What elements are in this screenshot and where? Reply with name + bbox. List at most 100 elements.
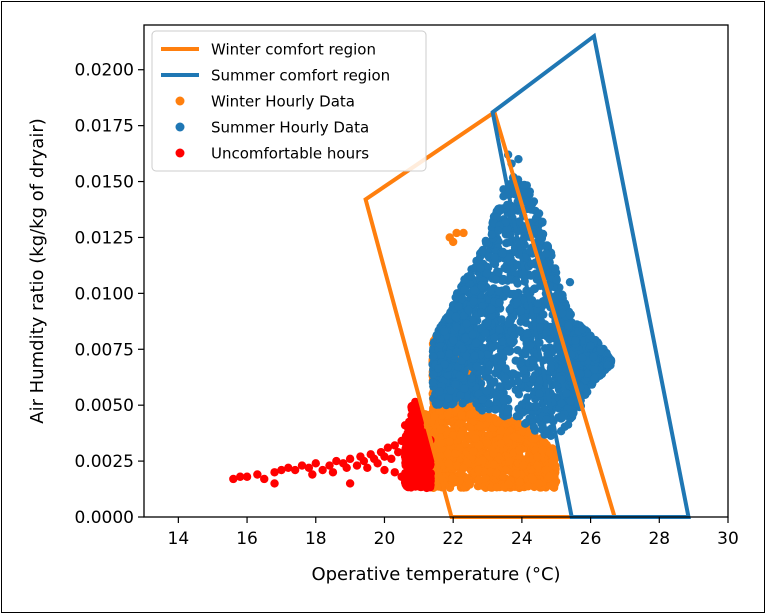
summer-point: [545, 335, 554, 344]
summer-point: [490, 333, 499, 343]
uncomfortable-point: [426, 469, 435, 478]
summer-point: [539, 310, 548, 319]
uncomfortable-point: [352, 461, 362, 470]
winter-point: [483, 439, 492, 448]
uncomfortable-point: [421, 483, 431, 492]
winter-point: [531, 446, 540, 455]
winter-point: [475, 421, 485, 431]
uncomfortable-point: [277, 465, 286, 475]
summer-point: [492, 391, 501, 400]
summer-point: [533, 299, 542, 308]
summer-point: [497, 337, 507, 346]
winter-point: [514, 419, 523, 428]
summer-point: [497, 315, 506, 324]
summer-point: [433, 399, 443, 408]
legend-label: Winter comfort region: [211, 41, 376, 59]
uncomfortable-points: [229, 397, 435, 493]
summer-point: [488, 343, 497, 352]
summer-point: [535, 281, 545, 290]
uncomfortable-point: [290, 465, 300, 475]
winter-point: [453, 461, 462, 470]
winter-point: [456, 431, 465, 441]
uncomfortable-point: [406, 480, 415, 489]
legend-label: Uncomfortable hours: [211, 145, 369, 163]
winter-point: [512, 469, 521, 478]
winter-point: [471, 434, 480, 443]
winter-point: [531, 434, 540, 443]
summer-point: [443, 370, 452, 380]
winter-point: [459, 228, 468, 238]
summer-point: [586, 331, 595, 341]
summer-point: [518, 314, 527, 323]
summer-point: [451, 312, 461, 322]
winter-point: [539, 439, 548, 448]
winter-point: [492, 483, 501, 492]
winter-point: [474, 441, 484, 450]
summer-point: [487, 230, 496, 239]
winter-point: [518, 461, 528, 470]
winter-point: [489, 449, 498, 458]
uncomfortable-point: [284, 463, 293, 472]
summer-point: [520, 180, 529, 190]
summer-point: [481, 329, 490, 338]
summer-point: [538, 217, 547, 226]
winter-point: [450, 449, 460, 458]
winter-point: [445, 437, 454, 446]
summer-point: [484, 399, 493, 408]
summer-point: [503, 407, 512, 416]
summer-point: [510, 290, 519, 299]
winter-point: [430, 411, 439, 421]
summer-point: [512, 298, 522, 307]
summer-point: [483, 317, 492, 327]
summer-point: [491, 275, 500, 284]
summer-point: [557, 375, 566, 384]
uncomfortable-point: [345, 454, 355, 464]
winter-point: [515, 478, 524, 487]
winter-point: [534, 479, 544, 488]
uncomfortable-point: [345, 479, 355, 488]
winter-point: [459, 464, 468, 473]
summer-point: [545, 258, 554, 267]
uncomfortable-point: [387, 454, 396, 464]
summer-point: [540, 405, 549, 414]
summer-point: [452, 322, 461, 332]
summer-point: [499, 396, 509, 406]
summer-point: [456, 391, 465, 400]
summer-point: [543, 349, 552, 358]
uncomfortable-point: [242, 472, 252, 481]
summer-point: [501, 374, 510, 383]
summer-point: [451, 380, 460, 389]
summer-point: [576, 369, 585, 379]
uncomfortable-point: [413, 474, 423, 484]
summer-point: [515, 326, 524, 335]
legend-item-uncomfortable-hours: Uncomfortable hours: [175, 145, 369, 163]
winter-point: [504, 457, 514, 466]
summer-point: [534, 209, 544, 218]
summer-point: [454, 302, 463, 311]
summer-point: [519, 188, 528, 197]
x-tick-label: 24: [511, 529, 533, 549]
winter-point: [478, 456, 487, 465]
summer-point: [583, 369, 592, 378]
plot-area: [143, 24, 729, 518]
summer-point: [521, 374, 530, 383]
summer-point: [525, 188, 534, 198]
legend-item-winter-comfort-region: Winter comfort region: [161, 41, 376, 59]
legend-item-summer-hourly-data: Summer Hourly Data: [175, 119, 369, 137]
summer-point: [520, 224, 529, 233]
summer-point: [428, 378, 438, 387]
uncomfortable-point: [380, 465, 389, 475]
summer-point: [469, 297, 479, 306]
summer-point: [571, 336, 580, 345]
summer-point: [458, 398, 468, 407]
summer-point: [455, 371, 465, 380]
x-tick-label: 20: [374, 529, 396, 549]
winter-point: [545, 448, 554, 457]
summer-point: [486, 286, 495, 296]
summer-point: [460, 285, 469, 294]
summer-point: [432, 331, 441, 340]
x-tick-label: 22: [442, 529, 464, 549]
winter-point: [484, 414, 494, 423]
summer-point: [590, 365, 599, 374]
